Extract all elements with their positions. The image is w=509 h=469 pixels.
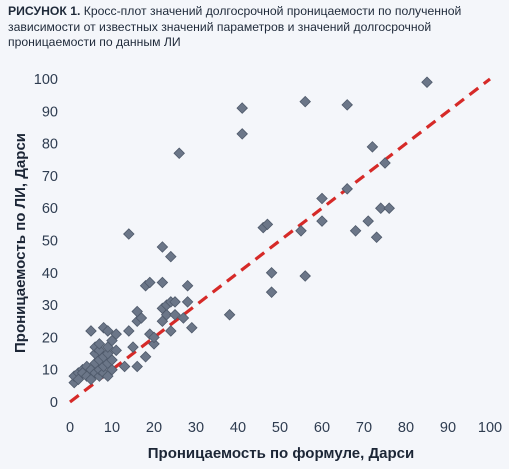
y-tick-label: 40 (42, 266, 58, 282)
data-point (106, 354, 118, 366)
data-point (236, 128, 248, 140)
x-tick-label: 90 (440, 420, 456, 436)
data-point (165, 250, 177, 263)
reference-line (69, 77, 491, 404)
data-point (102, 325, 114, 337)
y-tick-label: 70 (42, 169, 58, 185)
data-point (370, 231, 383, 244)
data-point (383, 202, 395, 214)
data-point (366, 141, 379, 153)
x-tick-labels: 0 10 20 30 40 50 60 70 80 90 100 (66, 420, 502, 436)
figure-description: Кросс-плот значений долгосрочной проница… (8, 4, 462, 50)
y-tick-label: 30 (42, 298, 58, 314)
figure-label: РИСУНОК 1. (8, 4, 81, 18)
data-point (118, 360, 131, 373)
data-point (160, 309, 173, 321)
data-point (341, 183, 353, 195)
data-point (123, 325, 135, 337)
figure-caption: РИСУНОК 1. Кросс-плот значений долгосроч… (8, 4, 503, 51)
data-point (349, 225, 362, 237)
data-point (165, 325, 177, 337)
data-point (131, 360, 143, 373)
x-tick-label: 10 (104, 420, 120, 436)
data-point (375, 202, 387, 214)
data-point (93, 338, 106, 350)
data-point (421, 76, 433, 88)
data-point (106, 363, 118, 376)
data-point (169, 309, 181, 321)
y-tick-label: 80 (42, 137, 58, 153)
data-point (127, 341, 139, 353)
x-tick-label: 50 (272, 420, 288, 436)
data-point (144, 276, 156, 289)
data-point (148, 338, 160, 350)
x-tick-label: 20 (146, 420, 162, 436)
x-tick-label: 70 (356, 420, 372, 436)
data-point (265, 286, 278, 298)
y-tick-label: 20 (42, 330, 58, 346)
data-point (169, 296, 181, 308)
data-point (123, 228, 135, 240)
y-tick-label: 100 (34, 72, 58, 88)
y-axis-title: Проницаемость по ЛИ, Дарси (12, 133, 29, 353)
data-point (177, 312, 190, 324)
data-point (173, 147, 185, 160)
y-tick-label: 60 (42, 201, 58, 217)
data-point (299, 270, 311, 282)
data-point (85, 325, 97, 337)
data-point (223, 309, 236, 321)
data-points (68, 76, 433, 389)
x-tick-label: 80 (398, 420, 414, 436)
data-point (186, 321, 198, 334)
x-tick-label: 30 (188, 420, 204, 436)
data-point (135, 312, 148, 324)
x-tick-label: 60 (314, 420, 330, 436)
data-point (341, 99, 353, 111)
data-point (316, 215, 328, 227)
data-point (265, 267, 278, 279)
data-point (379, 157, 391, 169)
data-point (156, 276, 169, 289)
x-tick-label: 0 (66, 420, 74, 436)
data-point (139, 351, 152, 363)
y-tick-labels: 0 10 20 30 40 50 60 70 80 90 100 (34, 72, 58, 411)
data-point (295, 225, 307, 237)
data-point (261, 218, 274, 231)
y-tick-label: 90 (42, 104, 58, 120)
data-point (362, 215, 374, 227)
y-tick-label: 0 (50, 395, 58, 411)
x-tick-label: 100 (478, 420, 502, 436)
data-point (299, 95, 311, 108)
data-point (110, 328, 122, 340)
y-tick-label: 10 (42, 363, 58, 379)
x-tick-label: 40 (230, 420, 246, 436)
x-axis-title: Проницаемость по формуле, Дарси (148, 445, 414, 462)
data-point (316, 192, 328, 205)
y-tick-label: 50 (42, 234, 58, 250)
data-point (156, 241, 169, 253)
data-point (181, 279, 194, 292)
data-point (236, 102, 248, 114)
data-point (148, 331, 160, 344)
data-point (110, 344, 122, 357)
data-point (181, 296, 194, 308)
